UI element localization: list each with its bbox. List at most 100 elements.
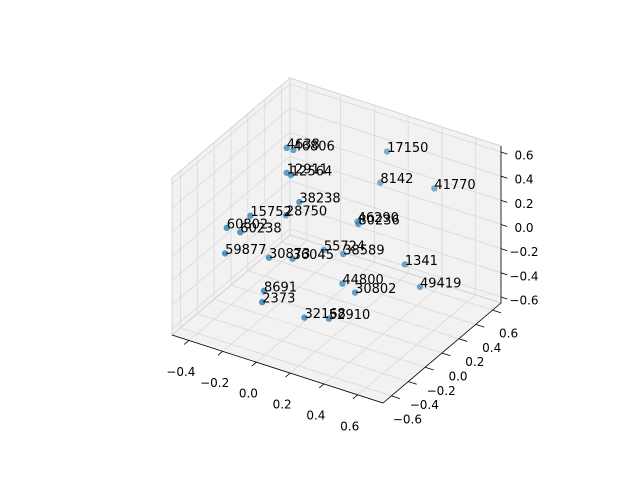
- tick-mark: [441, 352, 451, 357]
- tick-mark: [492, 309, 502, 314]
- grid-line: [289, 156, 502, 225]
- grid-line: [281, 241, 493, 311]
- tick-mark: [183, 340, 190, 345]
- point: [221, 250, 229, 257]
- point-label: 46806: [293, 140, 334, 155]
- x-tick-label: 0.0: [239, 387, 258, 401]
- grid-line: [289, 204, 502, 274]
- point-label: 2373: [262, 292, 295, 307]
- x-tick-label: 0.6: [340, 419, 359, 433]
- point: [282, 212, 290, 219]
- point-label: 36045: [293, 248, 334, 263]
- grid-line: [197, 313, 409, 382]
- point-label: 17150: [387, 141, 428, 156]
- point-label: 59877: [225, 243, 266, 258]
- tick-mark: [217, 351, 223, 356]
- point: [325, 315, 333, 322]
- point-label: 38589: [343, 244, 384, 259]
- x-tick-label: 0.2: [273, 398, 292, 412]
- tick-mark: [285, 372, 291, 378]
- grid-line: [171, 156, 291, 257]
- point: [287, 171, 295, 179]
- tick-mark: [500, 248, 508, 252]
- tick-mark: [500, 199, 508, 203]
- tick-mark: [408, 381, 417, 385]
- grid-line: [171, 228, 291, 330]
- tick-mark: [500, 296, 508, 300]
- point-label: 49419: [420, 276, 461, 291]
- grid-line: [289, 228, 502, 298]
- point-label: 32168: [304, 307, 345, 322]
- grid-line: [171, 132, 291, 233]
- point-label: 1341: [405, 254, 438, 269]
- grid-line: [171, 107, 291, 209]
- point: [383, 148, 391, 155]
- y-tick-label: 0.6: [499, 327, 518, 341]
- y-tick-label: 0.0: [448, 370, 467, 384]
- tick-mark: [251, 361, 257, 367]
- tick-mark: [458, 338, 468, 342]
- point-label: 52910: [329, 308, 370, 323]
- point: [320, 246, 328, 254]
- point: [339, 280, 346, 287]
- point: [237, 228, 244, 236]
- z-tick-label: −0.6: [509, 293, 538, 307]
- tick-mark: [500, 175, 508, 179]
- y-axis-line: [382, 302, 502, 404]
- point: [351, 289, 359, 296]
- grid-line: [289, 180, 502, 250]
- y-tick-label: −0.4: [410, 398, 439, 412]
- grid-line: [180, 327, 392, 397]
- point-label: 60238: [240, 222, 281, 237]
- grid-line: [247, 270, 459, 340]
- point-label: 30873: [269, 247, 310, 262]
- tick-mark: [500, 224, 508, 227]
- y-tick-label: 0.2: [465, 355, 484, 369]
- x-tick-label: −0.2: [200, 376, 229, 390]
- point-label: 12564: [291, 165, 332, 180]
- y-tick-label: −0.6: [393, 412, 422, 426]
- grid-line: [289, 83, 502, 153]
- point-label: 41770: [434, 178, 475, 193]
- point-label: 30802: [355, 282, 396, 297]
- tick-mark: [500, 151, 508, 155]
- point-label: 80236: [358, 214, 399, 229]
- grid-line: [171, 204, 291, 306]
- grid-line: [264, 256, 476, 325]
- point: [247, 212, 254, 219]
- grid-line: [289, 107, 502, 177]
- point: [416, 283, 424, 291]
- x-tick-label: 0.4: [306, 408, 325, 422]
- point: [223, 224, 231, 232]
- z-tick-label: −0.4: [509, 269, 538, 283]
- point-label: 38238: [299, 191, 340, 206]
- point: [259, 298, 266, 306]
- grid-line: [214, 298, 426, 368]
- z-tick-label: 0.2: [514, 197, 533, 211]
- y-tick-label: −0.2: [427, 384, 456, 398]
- x-axis-line: [171, 334, 384, 404]
- tick-mark: [391, 395, 400, 399]
- tick-mark: [500, 272, 508, 276]
- point-label: 55724: [324, 240, 365, 255]
- point-label: 4638: [287, 137, 320, 152]
- grid-line: [171, 83, 291, 185]
- point-label: 15752: [250, 205, 291, 220]
- point-label: 8691: [264, 280, 297, 295]
- point-label: 44800: [342, 273, 383, 288]
- point: [260, 287, 268, 295]
- point: [290, 146, 297, 154]
- tick-mark: [352, 394, 358, 400]
- y-tick-label: 0.4: [482, 341, 501, 355]
- point: [431, 185, 438, 192]
- point-label: 12911: [287, 162, 328, 177]
- grid-line: [289, 131, 502, 201]
- point-label: 8142: [380, 172, 413, 187]
- tick-mark: [475, 324, 485, 328]
- z-tick-label: −0.2: [509, 245, 538, 259]
- point: [355, 220, 362, 228]
- point: [296, 198, 303, 206]
- point: [340, 250, 347, 258]
- tick-mark: [425, 366, 434, 371]
- grid-line: [171, 180, 291, 281]
